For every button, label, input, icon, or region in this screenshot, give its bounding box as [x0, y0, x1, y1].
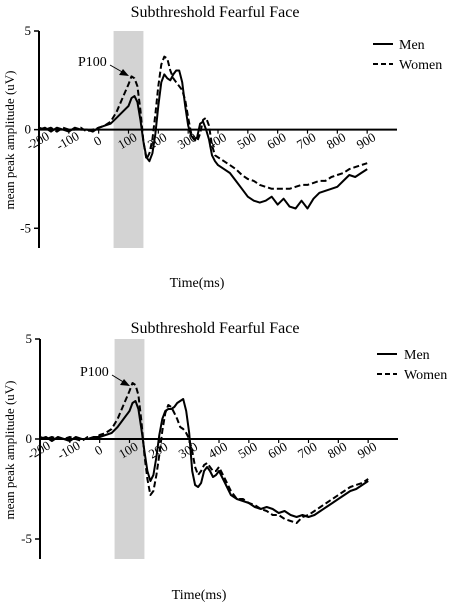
chart-svg: -200 -100 0 100 200 300 400 500 600 700 800 900 50-… [2, 4, 442, 291]
y-axis-label: mean peak amplitude (uV) [2, 381, 17, 520]
x-tick-label: 500 [234, 129, 258, 152]
x-axis-label: Time(ms) [172, 588, 227, 603]
x-axis [38, 128, 397, 134]
x-tick-label: 900 [355, 439, 379, 462]
x-tick-label: 800 [324, 129, 348, 152]
legend-label-men: Men [399, 38, 425, 53]
y-tick-labels: 5 0 -5 [21, 331, 32, 546]
series-line-women [38, 55, 368, 190]
legend-label-women: Women [404, 368, 447, 383]
series-line-women [39, 382, 369, 524]
y-tick-label: 0 [25, 122, 32, 137]
y-tick-label: 5 [26, 331, 33, 346]
x-tick-label: 600 [265, 439, 289, 462]
x-tick-label: 700 [295, 439, 319, 462]
x-tick-label: 600 [264, 129, 288, 152]
p100-highlight-window [113, 31, 144, 248]
y-tick-label: -5 [20, 220, 31, 235]
p100-arrow-head [120, 379, 130, 386]
p100-arrow [111, 374, 130, 386]
x-tick-label: 400 [206, 439, 230, 462]
chart-title: Subthreshold Fearful Face [131, 4, 300, 21]
chart-title: Subthreshold Fearful Face [131, 320, 300, 337]
x-tick-label: 900 [354, 129, 378, 152]
series-line-men [39, 398, 369, 518]
p100-annotation-label: P100 [80, 365, 109, 380]
legend-label-women: Women [399, 58, 442, 73]
legend: Men Women [373, 38, 442, 73]
legend: Men Women [377, 348, 447, 383]
y-axis [35, 338, 41, 559]
x-tick-labels: -200 -100 0 100 200 300 400 500 600 700 800 900 [25, 438, 379, 463]
x-tick-label: 300 [176, 439, 200, 462]
series-lines [39, 382, 369, 524]
x-tick-label: 500 [235, 439, 259, 462]
y-tick-label: 0 [26, 431, 33, 446]
p100-highlight-window [114, 339, 145, 559]
p100-annotation-label: P100 [78, 55, 107, 70]
x-tick-label: 200 [145, 129, 169, 152]
x-axis-label: Time(ms) [170, 276, 225, 291]
legend-label-men: Men [404, 348, 430, 363]
y-tick-labels: 5 0 -5 [20, 23, 31, 235]
y-axis [34, 30, 40, 248]
series-line-men [38, 69, 368, 210]
series-lines [38, 55, 368, 210]
x-tick-label: 400 [205, 129, 229, 152]
x-tick-label: 0 [91, 133, 104, 149]
x-tick-labels: -200 -100 0 100 200 300 400 500 600 700 800 900 [24, 128, 378, 153]
y-tick-label: -5 [21, 531, 32, 546]
x-tick-label: 800 [325, 439, 349, 462]
chart-svg: -200 -100 0 100 200 300 400 500 600 700 800 900 50-… [2, 320, 447, 603]
p100-arrow [109, 64, 129, 76]
x-tick-label: 700 [294, 129, 318, 152]
y-axis-label: mean peak amplitude (uV) [2, 71, 17, 210]
p100-arrow-head [119, 69, 129, 76]
y-tick-label: 5 [25, 23, 32, 38]
x-tick-label: 0 [92, 442, 105, 458]
